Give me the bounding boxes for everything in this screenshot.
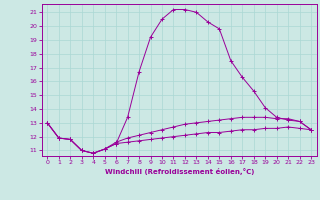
X-axis label: Windchill (Refroidissement éolien,°C): Windchill (Refroidissement éolien,°C) (105, 168, 254, 175)
